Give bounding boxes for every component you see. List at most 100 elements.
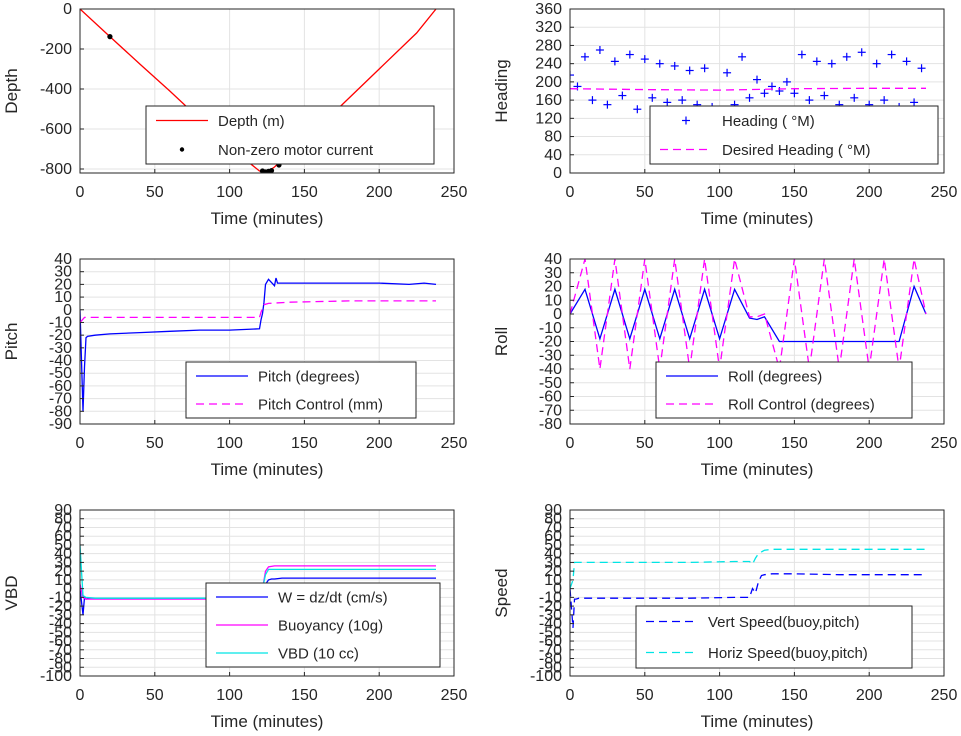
y-tick-label: 30 — [54, 554, 72, 571]
y-tick-label: 10 — [544, 292, 562, 309]
y-axis-label: Roll — [492, 327, 511, 356]
series-line-1 — [80, 300, 436, 323]
y-axis-label: Speed — [492, 568, 511, 617]
y-tick-label: 10 — [54, 572, 72, 589]
x-axis-label: Time (minutes) — [701, 712, 814, 731]
legend-box — [635, 605, 913, 669]
y-tick-label: 20 — [544, 279, 562, 296]
y-tick-label: 70 — [54, 519, 72, 536]
x-axis-label: Time (minutes) — [211, 460, 324, 479]
data-point — [625, 50, 634, 59]
y-tick-label: 0 — [553, 581, 562, 598]
y-tick-label: 40 — [544, 546, 562, 563]
data-point — [678, 96, 687, 105]
x-tick-label: 150 — [781, 435, 808, 452]
data-point — [603, 100, 612, 109]
y-tick-label: -20 — [539, 598, 562, 615]
data-point — [857, 48, 866, 57]
x-tick-label: 50 — [636, 184, 654, 201]
y-tick-label: -100 — [530, 668, 562, 685]
y-axis-label: VBD — [2, 576, 21, 611]
y-tick-label: 30 — [544, 554, 562, 571]
data-point — [812, 57, 821, 66]
y-tick-label: 160 — [535, 92, 562, 109]
x-tick-label: 50 — [636, 687, 654, 704]
y-tick-label: 10 — [544, 572, 562, 589]
y-tick-label: 40 — [544, 147, 562, 164]
data-point — [753, 75, 761, 84]
data-point — [917, 64, 926, 73]
y-tick-label: 280 — [535, 37, 562, 54]
y-tick-label: 50 — [544, 537, 562, 554]
data-point — [760, 89, 769, 98]
legend: Depth (m) Non-zero motor current — [145, 105, 435, 165]
x-tick-label: 50 — [636, 435, 654, 452]
axes-frame — [79, 258, 455, 425]
legend-label: Horiz Speed(buoy,pitch) — [708, 645, 868, 662]
legend-label: Pitch (degrees) — [258, 369, 360, 386]
data-point — [588, 96, 597, 105]
y-tick-label: -30 — [49, 607, 72, 624]
legend-box — [649, 105, 939, 165]
y-tick-label: -50 — [49, 365, 72, 382]
y-tick-label: -10 — [539, 589, 562, 606]
y-tick-label: -100 — [40, 668, 72, 685]
x-tick-label: 200 — [856, 184, 883, 201]
x-tick-label: 150 — [291, 184, 318, 201]
legend-box — [185, 361, 417, 419]
data-point — [872, 59, 881, 68]
legend-label: Depth (m) — [218, 113, 285, 130]
series-line-1 — [570, 259, 927, 370]
y-tick-label: 90 — [544, 502, 562, 519]
y-tick-label: -10 — [49, 314, 72, 331]
x-tick-label: 200 — [366, 184, 393, 201]
x-tick-label: 50 — [146, 687, 164, 704]
legend-label: W = dz/dt (cm/s) — [278, 590, 388, 607]
data-point — [902, 57, 911, 66]
y-tick-label: 50 — [54, 537, 72, 554]
data-point — [782, 77, 791, 86]
legend-label: Desired Heading ( °M) — [722, 142, 871, 159]
axes-frame — [79, 509, 455, 677]
legend: W = dz/dt (cm/s) Buoyancy (10g) VBD (10 cc… — [205, 582, 441, 668]
x-tick-label: 250 — [931, 435, 958, 452]
y-tick-label: -80 — [539, 416, 562, 433]
y-tick-label: 20 — [544, 563, 562, 580]
y-tick-label: -70 — [539, 402, 562, 419]
x-tick-label: 0 — [76, 435, 85, 452]
y-tick-label: -60 — [49, 633, 72, 650]
y-tick-label: -10 — [539, 320, 562, 337]
y-tick-label: -400 — [40, 81, 72, 98]
legend-label: Buoyancy (10g) — [278, 618, 383, 635]
series-group — [80, 9, 437, 173]
data-point — [797, 50, 806, 59]
y-tick-label: -80 — [539, 651, 562, 668]
axes-frame — [79, 8, 455, 174]
data-point — [805, 96, 814, 105]
legend-label: Heading ( °M) — [722, 113, 815, 130]
x-tick-label: 100 — [216, 435, 243, 452]
x-tick-label: 150 — [291, 435, 318, 452]
series-group — [570, 259, 927, 370]
y-tick-label: -20 — [49, 598, 72, 615]
legend-box — [655, 361, 913, 419]
axes-frame — [569, 509, 945, 677]
y-axis-label: Pitch — [2, 323, 21, 361]
data-point — [670, 61, 679, 70]
x-tick-label: 200 — [366, 435, 393, 452]
y-tick-label: -70 — [539, 642, 562, 659]
data-point — [595, 46, 604, 54]
y-tick-label: -90 — [539, 659, 562, 676]
x-tick-label: 0 — [566, 184, 575, 201]
y-tick-label: 40 — [54, 251, 72, 268]
y-tick-label: 240 — [535, 56, 562, 73]
data-point — [610, 57, 619, 66]
y-tick-label: -800 — [40, 161, 72, 178]
y-tick-label: -70 — [49, 642, 72, 659]
y-tick-label: -50 — [49, 624, 72, 641]
y-tick-label: 320 — [535, 19, 562, 36]
y-tick-label: -90 — [49, 416, 72, 433]
x-tick-label: 100 — [706, 435, 733, 452]
data-point — [640, 55, 649, 64]
y-tick-label: 80 — [544, 511, 562, 528]
